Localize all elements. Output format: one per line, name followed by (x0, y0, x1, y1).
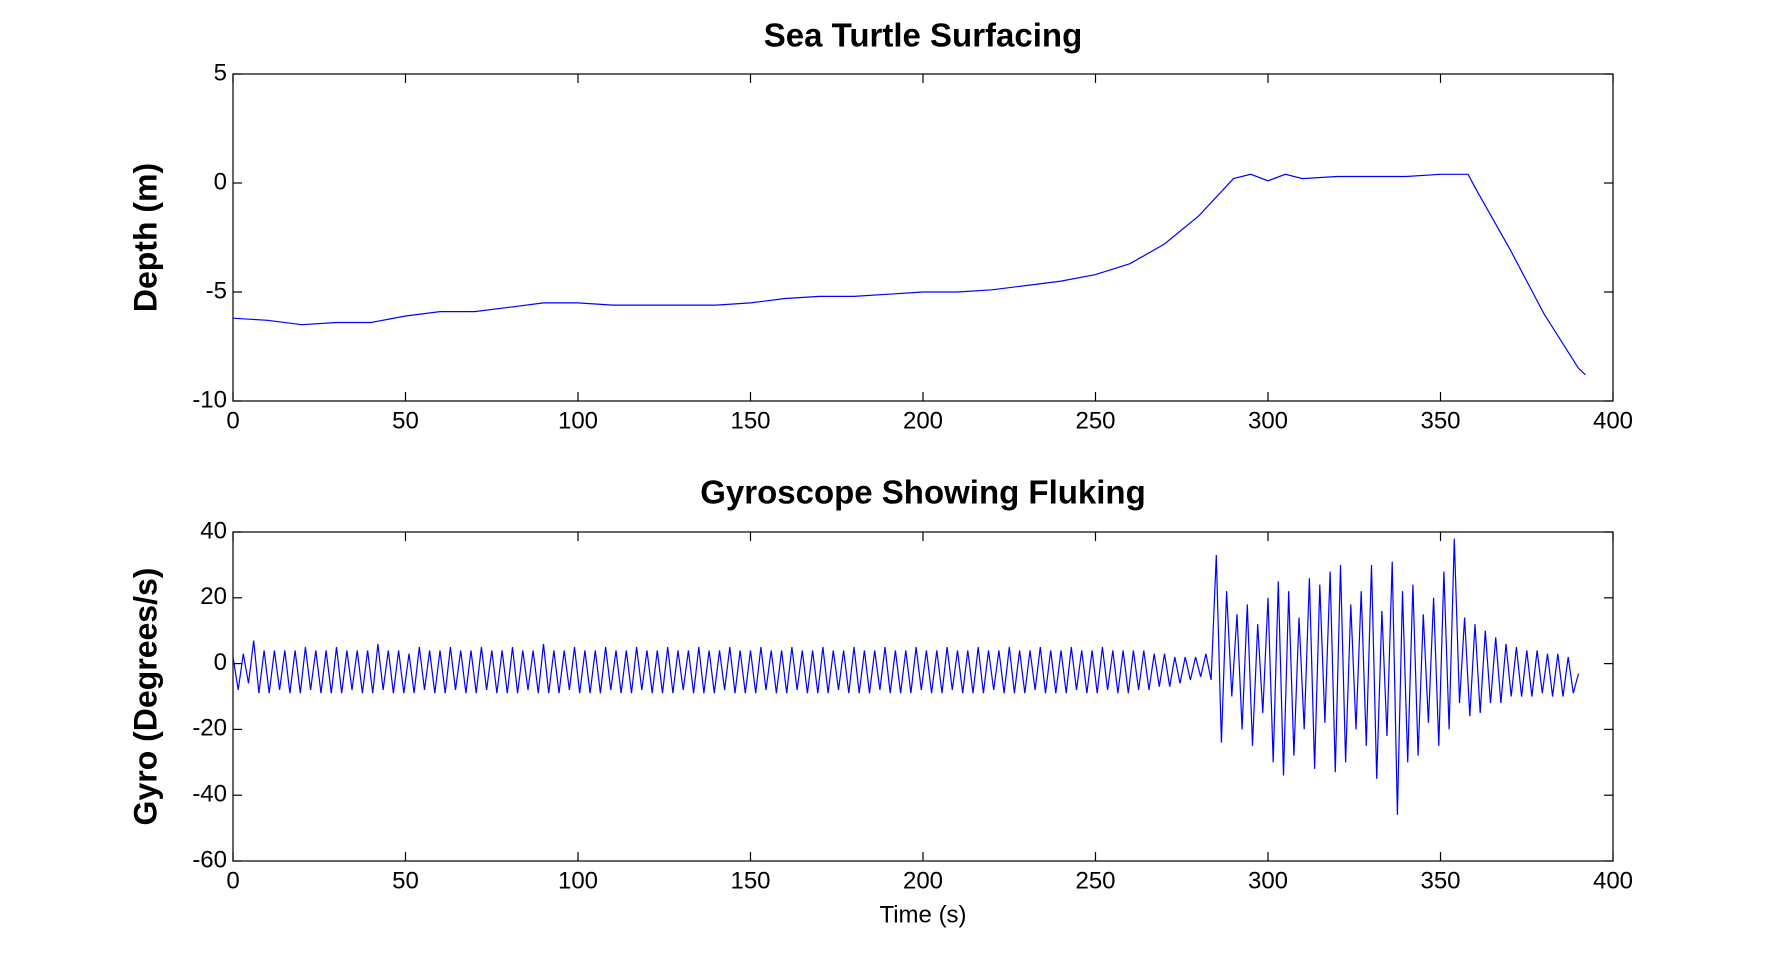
x-tick-label: 50 (392, 867, 419, 894)
y-axis-label: Gyro (Degrees/s) (127, 568, 163, 826)
x-tick-label: 0 (226, 867, 239, 894)
y-tick-label: 20 (200, 583, 227, 610)
y-tick-label: -20 (192, 715, 227, 742)
axes-box (232, 73, 1614, 402)
data-line (232, 538, 1580, 815)
x-tick-label: 350 (1420, 407, 1460, 434)
x-tick-label: 400 (1593, 407, 1633, 434)
y-tick-label: -60 (192, 846, 227, 873)
x-tick-label: 400 (1593, 867, 1633, 894)
data-line (232, 173, 1586, 376)
x-axis-label: Time (s) (879, 901, 966, 928)
y-tick-label: -5 (206, 277, 227, 304)
x-tick-label: 300 (1248, 867, 1288, 894)
chart-title: Gyroscope Showing Fluking (700, 474, 1146, 511)
x-tick-label: 0 (226, 407, 239, 434)
x-tick-label: 300 (1248, 407, 1288, 434)
x-tick-label: 150 (730, 407, 770, 434)
y-axis-label: Depth (m) (127, 163, 163, 312)
x-tick-label: 50 (392, 407, 419, 434)
y-tick-label: -10 (192, 386, 227, 413)
x-tick-label: 100 (558, 407, 598, 434)
x-tick-label: 250 (1075, 407, 1115, 434)
x-tick-label: 200 (903, 867, 943, 894)
y-tick-label: 0 (214, 649, 227, 676)
y-tick-label: 0 (214, 168, 227, 195)
y-tick-label: -40 (192, 781, 227, 808)
y-tick-label: 40 (200, 517, 227, 544)
x-tick-label: 250 (1075, 867, 1115, 894)
chart-title: Sea Turtle Surfacing (764, 17, 1082, 54)
x-tick-label: 200 (903, 407, 943, 434)
y-tick-label: 5 (214, 59, 227, 86)
x-tick-label: 350 (1420, 867, 1460, 894)
x-tick-label: 150 (730, 867, 770, 894)
x-tick-label: 100 (558, 867, 598, 894)
